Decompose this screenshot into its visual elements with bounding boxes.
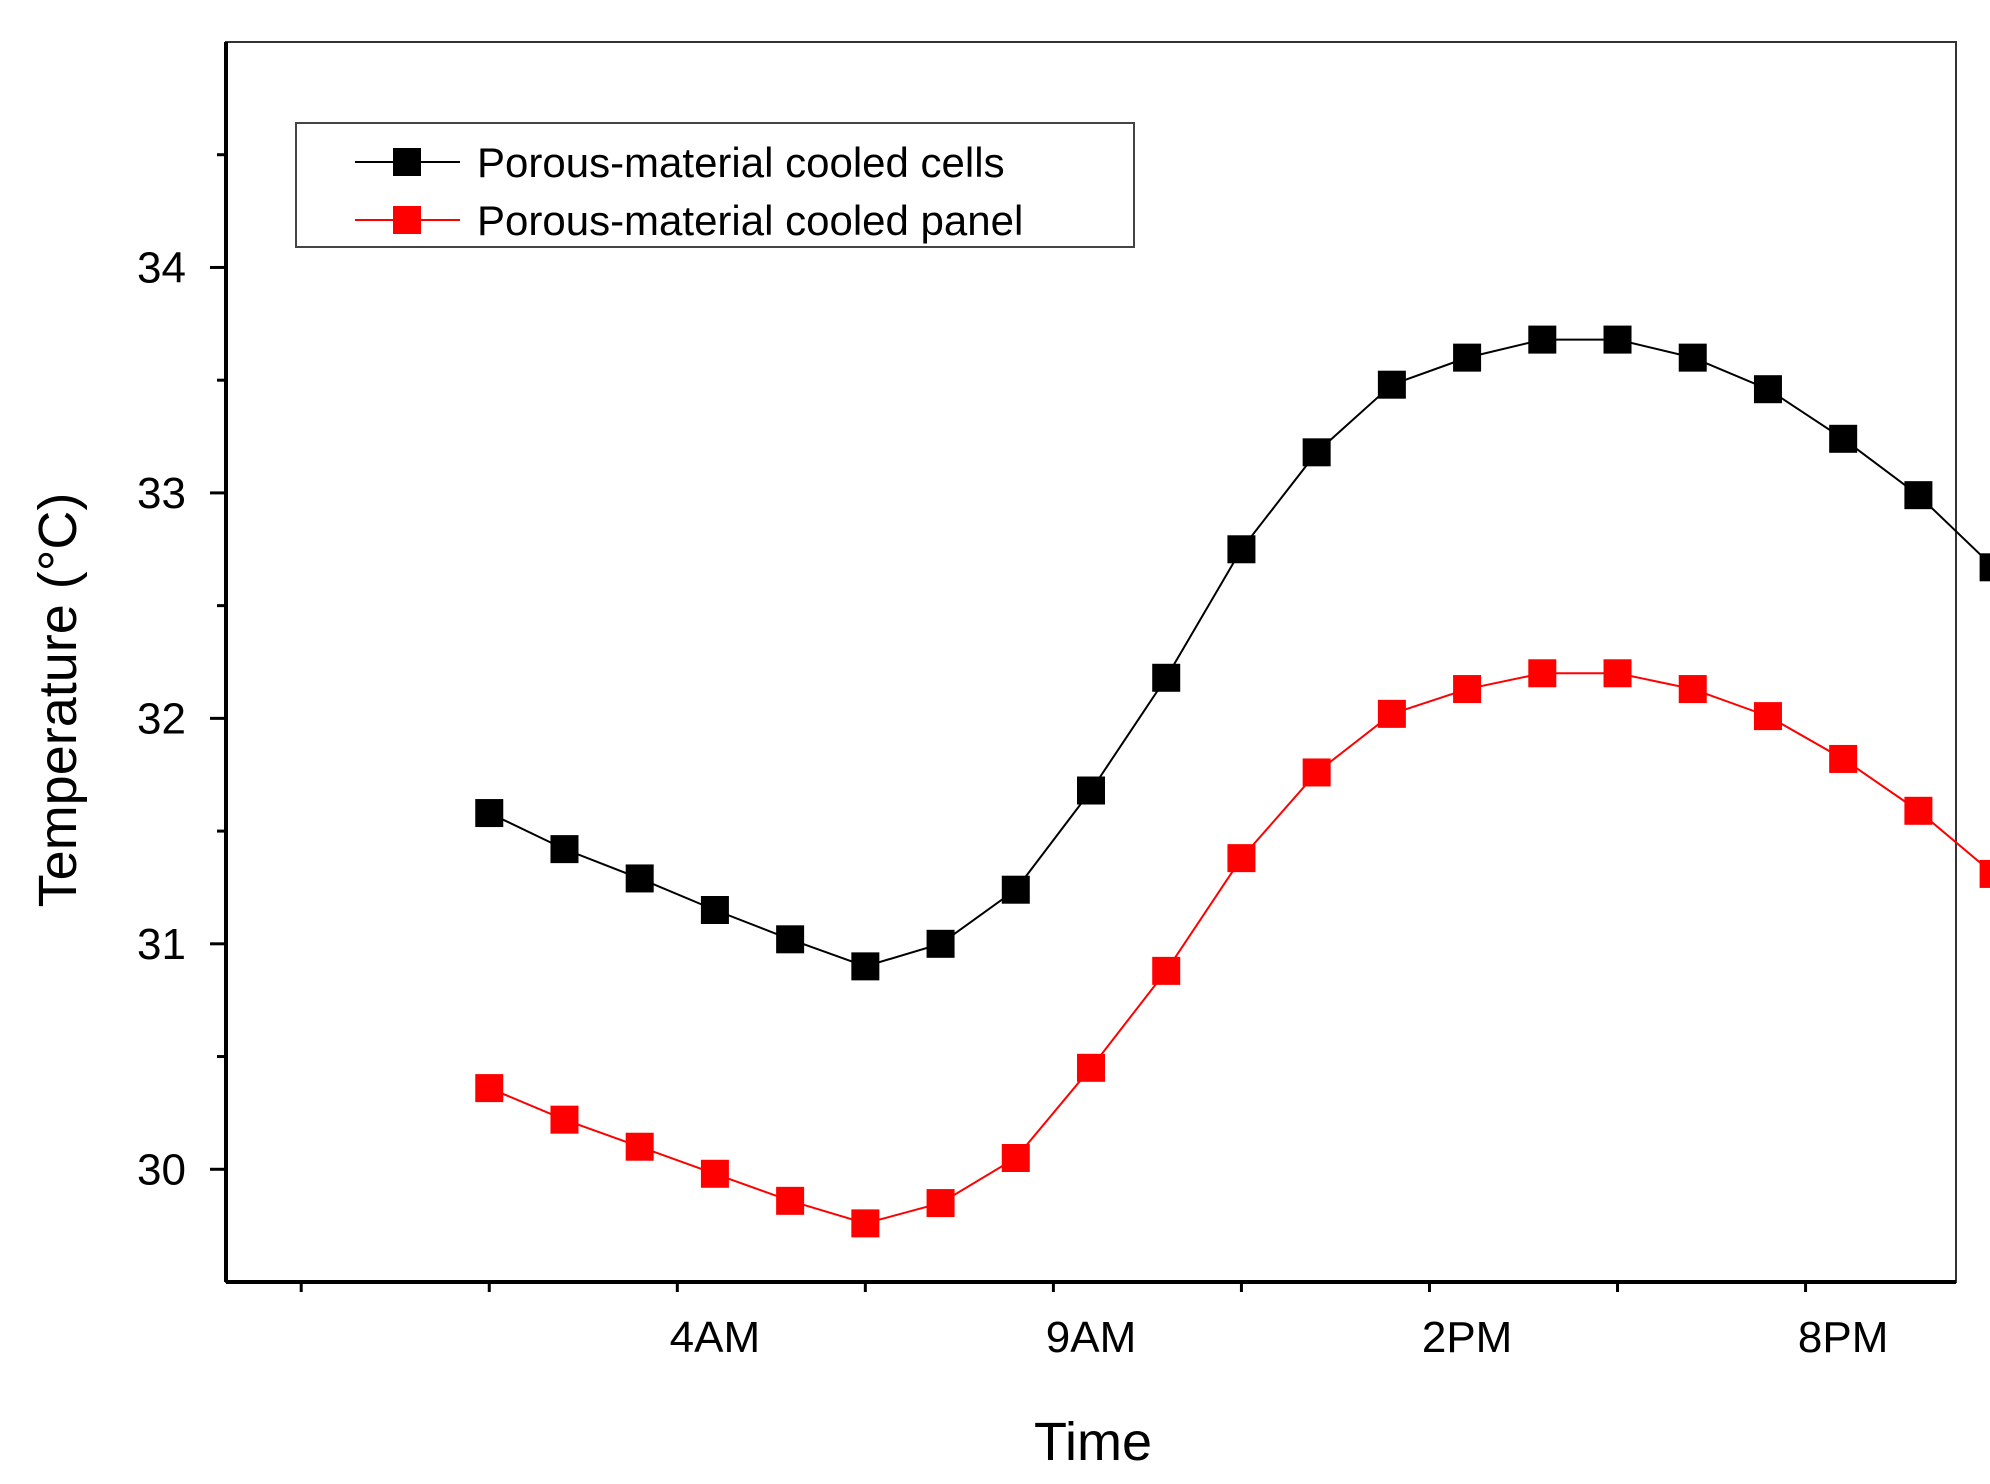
legend-label-panel: Porous-material cooled panel [477, 197, 1023, 244]
x-tick-label: 9AM [1046, 1313, 1136, 1362]
legend-marker-cells [393, 148, 421, 176]
series-1-point [1753, 702, 1782, 731]
series-1-point [1077, 1053, 1105, 1082]
series-1-point [1227, 844, 1256, 873]
series-0-point [1077, 776, 1105, 805]
series-1-point [1001, 1144, 1030, 1172]
series-0-point [926, 929, 955, 958]
series-1-point [1152, 956, 1181, 985]
y-ticks: 30 31 32 33 34 [137, 153, 226, 1194]
y-tick-label: 31 [137, 920, 186, 969]
series-0-point [1904, 481, 1933, 510]
legend: Porous-material cooled cells Porous-mate… [295, 122, 1135, 248]
series-0-point [1753, 375, 1782, 404]
series-0-point [625, 864, 654, 893]
series-1-point [1678, 675, 1707, 704]
series-0-point [1227, 535, 1256, 564]
series-0-point [1603, 325, 1632, 354]
series-1-point [550, 1105, 579, 1134]
series-0-point [1829, 424, 1858, 453]
series-0-point [1678, 343, 1707, 372]
series-layer [475, 325, 1990, 1238]
y-axis-title: Temperature (°C) [28, 493, 88, 908]
legend-label-cells: Porous-material cooled cells [477, 139, 1005, 186]
series-0-point [550, 835, 579, 864]
series-line-1 [488, 672, 1990, 1225]
series-1-point [1528, 659, 1557, 688]
series-line-0 [488, 338, 1990, 968]
legend-marker-panel [393, 206, 421, 234]
y-tick-label: 33 [137, 469, 186, 518]
series-1-point [1603, 659, 1632, 688]
x-tick-label: 4AM [670, 1313, 760, 1362]
series-0-point [1528, 325, 1557, 354]
series-1-point [1829, 744, 1858, 773]
series-1-point [700, 1159, 729, 1188]
series-0-point [776, 925, 805, 954]
series-1-point [1453, 675, 1482, 704]
series-0-point [1001, 875, 1030, 904]
series-0-point [700, 896, 729, 924]
series-0-point [1453, 343, 1482, 372]
y-tick-label: 30 [137, 1145, 186, 1194]
series-1-point [625, 1132, 654, 1161]
series-1-point [1302, 758, 1331, 787]
y-tick-label: 32 [137, 694, 186, 743]
series-0-point [1302, 438, 1331, 467]
series-0-point [1377, 370, 1406, 399]
series-1-point [776, 1186, 805, 1215]
series-0-point [1152, 663, 1181, 692]
series-1-point [1904, 796, 1933, 825]
series-1-point [1979, 859, 1990, 888]
x-tick-label: 8PM [1798, 1313, 1888, 1362]
series-0-point [851, 952, 880, 981]
series-1-point [926, 1189, 955, 1218]
series-1-point [1377, 699, 1406, 728]
series-1-point [851, 1209, 880, 1238]
series-0-point [1979, 553, 1990, 582]
legend-box [295, 122, 1135, 248]
x-tick-label: 2PM [1422, 1313, 1512, 1362]
x-ticks: 4AM 9AM 2PM 8PM [299, 1282, 1888, 1362]
y-tick-label: 34 [137, 243, 186, 292]
series-1-point [475, 1074, 504, 1103]
x-axis-title: Time [1034, 1412, 1152, 1472]
series-0-point [475, 799, 504, 828]
